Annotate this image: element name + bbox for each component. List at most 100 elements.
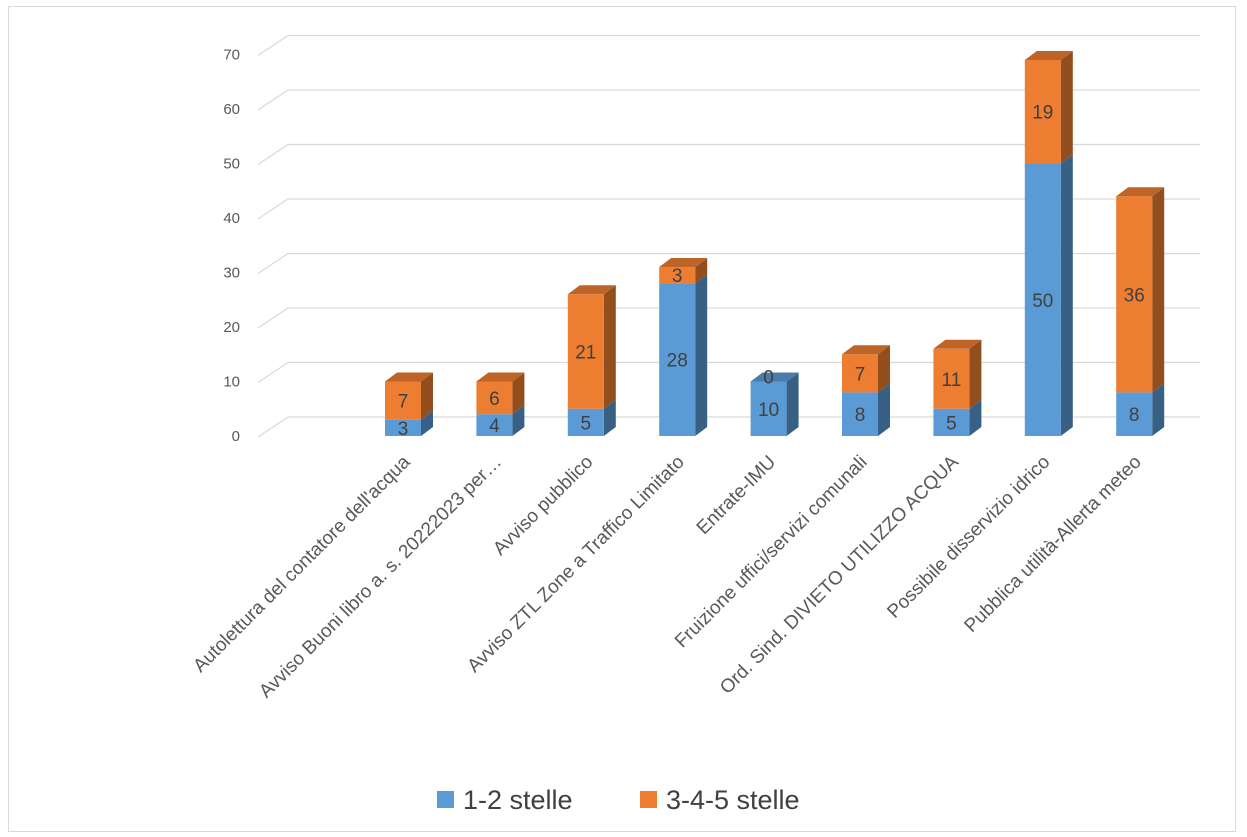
gridline [257, 416, 1200, 438]
bar-segment [1024, 154, 1073, 436]
y-axis: 0 10 20 30 40 50 60 70 [223, 47, 240, 446]
bar-side [603, 285, 616, 409]
bar-side [878, 383, 890, 436]
data-labels: 3 7 4 6 5 21 28 3 10 0 8 7 5 11 50 19 8 36 [398, 103, 1145, 440]
bar-front [567, 294, 604, 409]
data-label: 6 [489, 389, 500, 410]
data-label: 19 [1032, 103, 1053, 124]
bar-side [512, 372, 525, 415]
bar-side [969, 399, 982, 436]
bar-side [1152, 383, 1165, 436]
bar-segment [1116, 187, 1165, 393]
data-label: 36 [1124, 285, 1145, 306]
data-label: 3 [398, 419, 409, 440]
legend-swatch [640, 791, 657, 808]
bar-side [421, 372, 433, 420]
bar-front [1116, 196, 1153, 393]
bar-segment [1116, 383, 1165, 436]
bar-front [842, 392, 878, 436]
gridline [257, 143, 1200, 165]
bar-front [476, 414, 513, 436]
bar-front [1024, 163, 1061, 436]
data-label: 28 [667, 351, 688, 372]
legend-label: 3-4-5 stelle [666, 785, 800, 815]
bar-top [1116, 187, 1165, 197]
bar-top [933, 339, 982, 349]
legend-item: 3-4-5 stelle [640, 785, 800, 815]
bar-front [476, 381, 513, 415]
bar-segment [385, 372, 433, 420]
bar-segment [933, 399, 982, 436]
y-tick-label: 30 [223, 265, 240, 282]
bar-segment [933, 339, 982, 409]
bars [385, 50, 1165, 436]
data-label: 5 [581, 413, 592, 434]
y-tick-label: 60 [223, 101, 240, 118]
y-tick-label: 50 [223, 156, 240, 173]
bar-side [1060, 154, 1073, 436]
bar-front [567, 408, 604, 436]
gridline [257, 361, 1200, 383]
bar-side [512, 405, 525, 436]
x-tick-label: Fruizione uffici/servizi comunali [671, 452, 872, 653]
bar-front [385, 419, 421, 436]
data-label: 7 [855, 364, 866, 385]
bar-front [750, 381, 787, 436]
data-label: 21 [575, 343, 596, 364]
data-label: 4 [489, 416, 500, 437]
data-label: 0 [763, 368, 774, 389]
gridline [257, 34, 1200, 56]
legend-swatch [437, 791, 454, 808]
bar-side [878, 345, 890, 393]
bar-top [385, 372, 433, 382]
legend-item: 1-2 stelle [437, 785, 573, 815]
bar-front [842, 354, 878, 393]
bar-side [603, 399, 616, 436]
data-label: 11 [942, 370, 962, 391]
bar-segment [842, 383, 890, 436]
bar-front [659, 267, 696, 284]
bar-side [969, 339, 982, 409]
bar-front [1024, 59, 1061, 164]
bar-segment [476, 372, 525, 415]
gridline [257, 198, 1200, 220]
gridline [257, 307, 1200, 329]
bar-top [659, 258, 708, 268]
data-label: 7 [398, 392, 409, 413]
data-label: 50 [1032, 291, 1053, 312]
data-label: 3 [672, 266, 683, 287]
bar-top [1024, 50, 1073, 60]
y-tick-label: 20 [223, 319, 240, 336]
bar-side [1060, 50, 1073, 164]
bar-top [567, 285, 616, 295]
bar-top [476, 372, 525, 382]
x-tick-label: Pubblica utilità-Allerta meteo [961, 452, 1146, 637]
data-label: 10 [758, 400, 779, 421]
x-axis: Autolettura del contatore dell'acquaAvvi… [189, 451, 1145, 702]
bar-front [659, 283, 696, 436]
legend: 1-2 stelle 3-4-5 stelle [437, 785, 800, 815]
gridlines [257, 34, 1200, 438]
bar-segment [659, 274, 708, 436]
x-tick-label: Entrate-IMU [693, 452, 780, 539]
bar-front [933, 348, 970, 409]
bar-segment [385, 410, 433, 436]
data-label: 5 [946, 413, 957, 434]
gridline [257, 252, 1200, 274]
legend-label: 1-2 stelle [463, 785, 573, 815]
y-tick-label: 40 [223, 210, 240, 227]
x-tick-label: Possibile disservizio idrico [883, 452, 1054, 623]
data-label: 8 [1129, 405, 1140, 426]
bar-segment [659, 258, 708, 284]
bar-top [750, 372, 799, 382]
bar-side [421, 410, 433, 436]
gridline [257, 89, 1200, 111]
bar-front [933, 408, 970, 436]
bar-segment [476, 405, 525, 436]
bar-front [385, 381, 421, 420]
bar-side [695, 274, 708, 436]
bar-side [786, 372, 799, 436]
bar-side [695, 258, 708, 284]
data-label: 8 [855, 405, 866, 426]
